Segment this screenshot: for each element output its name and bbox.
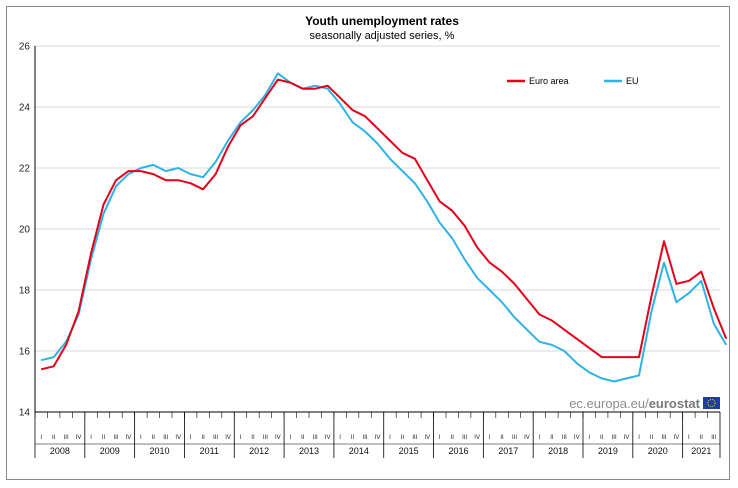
quarter-label: IV (474, 435, 480, 441)
series-line-eu (40, 72, 728, 383)
quarter-label: I (90, 435, 92, 441)
year-label: 2020 (648, 446, 668, 456)
quarter-label: I (389, 435, 391, 441)
quarter-label: III (612, 435, 617, 441)
year-label: 2017 (498, 446, 518, 456)
year-label: 2009 (100, 446, 120, 456)
credit-text: ec.europa.eu/eurostat (569, 396, 700, 411)
year-label: 2016 (448, 446, 468, 456)
quarter-label: IV (524, 435, 530, 441)
series-line-euro-area (40, 78, 728, 371)
quarter-label: III (562, 435, 567, 441)
quarter-label: I (489, 435, 491, 441)
chart-frame: 14 16 18 20 22 24 26 I II III IV 2008 I II III IV 2009 I… (6, 6, 730, 480)
y-tick-label: 20 (19, 225, 31, 236)
eu-flag-icon (703, 397, 720, 409)
y-tick-label: 14 (19, 408, 31, 419)
quarter-label: II (550, 435, 554, 441)
eurostat-credit: ec.europa.eu/eurostat (569, 396, 720, 411)
year-label: 2015 (399, 446, 419, 456)
chart-subtitle: seasonally adjusted series, % (310, 30, 455, 42)
quarter-label: I (439, 435, 441, 441)
legend-label: EU (626, 76, 639, 86)
year-label: 2011 (200, 446, 219, 456)
quarter-label: II (401, 435, 405, 441)
chart-title: Youth unemployment rates (305, 14, 459, 28)
quarter-label: I (539, 435, 541, 441)
quarter-label: III (113, 435, 118, 441)
quarter-label: I (140, 435, 142, 441)
quarter-label: IV (325, 435, 331, 441)
quarter-label: III (512, 435, 517, 441)
year-label: 2019 (598, 446, 618, 456)
quarter-label: I (289, 435, 291, 441)
credit-domain: ec.europa.eu/ (569, 396, 649, 411)
quarter-label: III (363, 435, 368, 441)
quarter-label: I (240, 435, 242, 441)
quarter-label: III (711, 435, 716, 441)
quarter-label: IV (624, 435, 630, 441)
quarter-label: III (213, 435, 218, 441)
quarter-label: IV (126, 435, 132, 441)
year-label: 2013 (299, 446, 319, 456)
quarter-label: I (339, 435, 341, 441)
y-axis: 14 16 18 20 22 24 26 (19, 42, 36, 419)
quarter-label: II (152, 435, 156, 441)
year-label: 2010 (150, 446, 170, 456)
series-lines (40, 72, 728, 383)
quarter-label: IV (674, 435, 680, 441)
quarter-label: III (661, 435, 666, 441)
quarter-label: III (462, 435, 467, 441)
quarter-label: II (600, 435, 604, 441)
grid (35, 45, 720, 413)
quarter-label: II (102, 435, 106, 441)
quarter-label: IV (424, 435, 430, 441)
quarter-label: II (650, 435, 654, 441)
quarter-label: II (251, 435, 255, 441)
y-tick-label: 26 (19, 42, 31, 53)
quarter-label: II (451, 435, 455, 441)
y-tick-label: 16 (19, 347, 31, 358)
quarter-label: IV (76, 435, 82, 441)
quarter-label: III (412, 435, 417, 441)
quarter-label: III (163, 435, 168, 441)
quarter-label: I (588, 435, 590, 441)
y-tick-label: 18 (19, 286, 31, 297)
quarter-label: II (700, 435, 704, 441)
quarter-label: III (64, 435, 69, 441)
year-label: 2021 (691, 446, 711, 456)
quarter-label: III (313, 435, 318, 441)
quarter-label: I (638, 435, 640, 441)
quarter-label: II (301, 435, 305, 441)
quarter-label: I (190, 435, 192, 441)
legend: Euro area EU (507, 76, 639, 86)
year-label: 2014 (349, 446, 369, 456)
credit-eurostat: eurostat (649, 396, 701, 411)
quarter-label: IV (375, 435, 381, 441)
quarter-label: II (52, 435, 56, 441)
quarter-label: I (688, 435, 690, 441)
quarter-label: II (500, 435, 504, 441)
year-label: 2018 (548, 446, 568, 456)
quarter-label: IV (574, 435, 580, 441)
y-tick-label: 24 (19, 103, 31, 114)
quarter-label: IV (275, 435, 281, 441)
quarter-label: IV (175, 435, 181, 441)
year-label: 2012 (249, 446, 269, 456)
legend-label: Euro area (529, 76, 569, 86)
quarter-label: II (351, 435, 355, 441)
eu-flag-stars-icon (707, 398, 716, 408)
year-label: 2008 (50, 446, 70, 456)
quarter-label: II (201, 435, 205, 441)
quarter-label: IV (225, 435, 231, 441)
quarter-label: III (263, 435, 268, 441)
y-tick-label: 22 (19, 164, 31, 175)
quarter-label: I (40, 435, 42, 441)
